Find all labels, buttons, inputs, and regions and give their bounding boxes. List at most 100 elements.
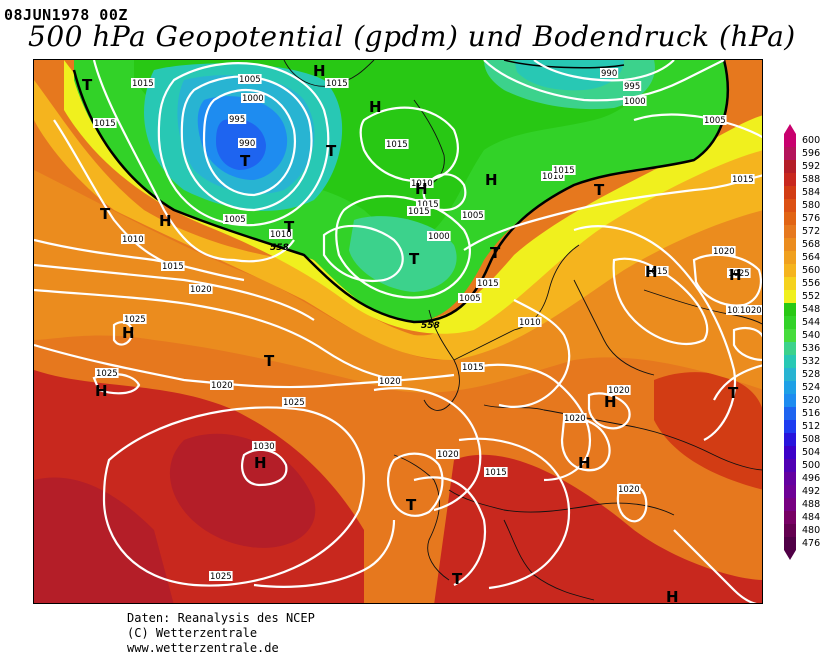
pressure-label: 1010 xyxy=(411,179,433,189)
legend-label: 552 xyxy=(802,291,821,302)
pressure-label: 1025 xyxy=(210,572,232,582)
pressure-label: 1015 xyxy=(417,200,439,210)
pressure-label: 990 xyxy=(239,139,255,149)
legend-label: 496 xyxy=(802,473,821,484)
pressure-label-bg xyxy=(121,234,145,244)
pressure-label-bg xyxy=(623,96,647,106)
pressure-label: 1015 xyxy=(326,79,348,89)
pressure-label: 1005 xyxy=(462,211,484,221)
pressure-label-bg xyxy=(123,314,147,324)
pressure-label-bg xyxy=(623,81,642,91)
pressure-label-bg xyxy=(739,305,762,315)
legend-label: 476 xyxy=(802,538,821,549)
legend-label: 544 xyxy=(802,317,821,328)
legend-swatch xyxy=(784,303,796,316)
pressure-label-bg xyxy=(238,138,257,148)
legend-label: 540 xyxy=(802,330,821,341)
legend-label: 532 xyxy=(802,356,821,367)
pressure-label: 1015 xyxy=(646,267,668,277)
pressure-label: 1025 xyxy=(96,369,118,379)
pressure-label-bg xyxy=(241,93,265,103)
legend-label: 572 xyxy=(802,226,821,237)
legend-swatch xyxy=(784,355,796,368)
pressure-label: 1000 xyxy=(242,94,264,104)
pressure-label-bg xyxy=(282,397,306,407)
pressure-label-bg xyxy=(703,115,727,125)
legend-label: 564 xyxy=(802,252,821,263)
date-label: 08JUN1978 00Z xyxy=(4,6,128,24)
pressure-label-bg xyxy=(95,368,119,378)
legend-label: 592 xyxy=(802,161,821,172)
legend-swatch xyxy=(784,264,796,277)
pressure-label-bg xyxy=(210,380,234,390)
low-pressure-marker: T xyxy=(100,205,111,223)
legend-swatch xyxy=(784,433,796,446)
low-pressure-marker: T xyxy=(728,384,739,402)
high-pressure-marker: H xyxy=(313,62,326,80)
pressure-label: 1005 xyxy=(239,75,261,85)
legend-swatch xyxy=(784,498,796,511)
pressure-label: 1015 xyxy=(485,468,507,478)
pressure-label: 1030 xyxy=(253,442,275,452)
pressure-label: 995 xyxy=(624,82,640,92)
pressure-label: 1015 xyxy=(94,119,116,129)
pressure-label: 1010 xyxy=(270,230,292,240)
pressure-label: 1025 xyxy=(728,269,750,279)
high-pressure-marker: H xyxy=(159,212,172,230)
legend-label: 556 xyxy=(802,278,821,289)
low-pressure-marker: T xyxy=(406,496,417,514)
legend-swatch xyxy=(784,446,796,459)
pressure-label: 1010 xyxy=(519,318,541,328)
pressure-label-bg xyxy=(269,229,293,239)
pressure-label: 1015 xyxy=(408,207,430,217)
pressure-label-bg xyxy=(726,305,750,315)
pressure-label-bg xyxy=(727,268,751,278)
legend-label: 504 xyxy=(802,447,821,458)
legend-swatch xyxy=(784,238,796,251)
legend-label: 580 xyxy=(802,200,821,211)
legend-swatch xyxy=(784,459,796,472)
pressure-label-bg xyxy=(563,413,587,423)
pressure-label-bg xyxy=(223,214,247,224)
low-pressure-marker: T xyxy=(409,250,420,268)
high-pressure-marker: H xyxy=(645,263,658,281)
legend-label: 588 xyxy=(802,174,821,185)
legend-label: 492 xyxy=(802,486,821,497)
pressure-label-bg xyxy=(461,362,485,372)
pressure-label: 1015 xyxy=(162,262,184,272)
pressure-label-bg xyxy=(209,571,233,581)
legend-label: 500 xyxy=(802,460,821,471)
legend-swatch xyxy=(784,147,796,160)
legend-swatch xyxy=(784,524,796,537)
legend-swatch xyxy=(784,134,796,147)
pressure-label-bg xyxy=(518,317,542,327)
pressure-label-bg xyxy=(607,385,631,395)
pressure-label-bg xyxy=(436,449,460,459)
legend-label: 520 xyxy=(802,395,821,406)
legend-label: 576 xyxy=(802,213,821,224)
contour-label-558: 558 xyxy=(270,243,289,253)
legend-label: 560 xyxy=(802,265,821,276)
high-pressure-marker: H xyxy=(578,454,591,472)
pressure-label: 1025 xyxy=(124,315,146,325)
legend-swatch xyxy=(784,472,796,485)
pressure-label: 995 xyxy=(229,115,245,125)
high-pressure-marker: H xyxy=(122,324,135,342)
pressure-label-bg xyxy=(131,78,155,88)
pressure-label-bg xyxy=(427,231,451,241)
low-pressure-marker: T xyxy=(326,142,337,160)
pressure-label-bg xyxy=(161,261,185,271)
pressure-label-bg xyxy=(228,114,247,124)
pressure-label-bg xyxy=(461,210,485,220)
pressure-label: 1020 xyxy=(564,414,586,424)
pressure-label-bg xyxy=(410,178,434,188)
legend-label: 548 xyxy=(802,304,821,315)
legend-swatch xyxy=(784,290,796,303)
legend-label: 488 xyxy=(802,499,821,510)
pressure-label-bg xyxy=(252,441,276,451)
legend-swatch xyxy=(784,407,796,420)
pressure-label: 1020 xyxy=(379,377,401,387)
high-pressure-marker: H xyxy=(369,98,382,116)
legend-label: 600 xyxy=(802,135,821,146)
legend-label: 584 xyxy=(802,187,821,198)
